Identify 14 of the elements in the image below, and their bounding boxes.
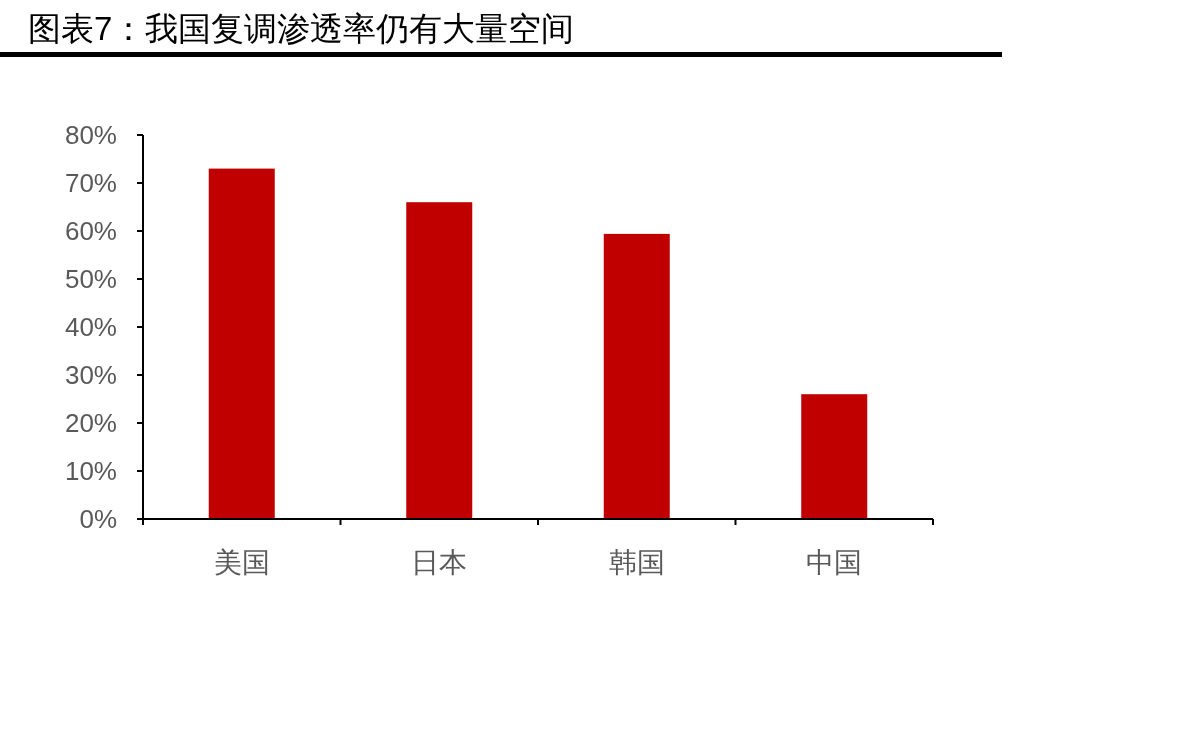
y-tick-label: 60%	[64, 216, 117, 246]
y-tick-label: 80%	[64, 120, 117, 150]
y-tick-label: 30%	[64, 360, 117, 390]
x-tick-label: 日本	[411, 547, 468, 578]
y-tick-label: 20%	[64, 408, 117, 438]
chart-title: 图表7：我国复调渗透率仍有大量空间	[28, 10, 575, 47]
y-tick-label: 40%	[64, 312, 117, 342]
x-tick-label: 中国	[806, 547, 863, 578]
y-tick-label: 70%	[64, 168, 117, 198]
y-tick-label: 0%	[79, 504, 117, 534]
y-tick-label: 50%	[64, 264, 117, 294]
y-tick-label: 10%	[64, 456, 117, 486]
x-tick-label: 美国	[213, 547, 270, 578]
x-tick-label: 韩国	[608, 547, 665, 578]
